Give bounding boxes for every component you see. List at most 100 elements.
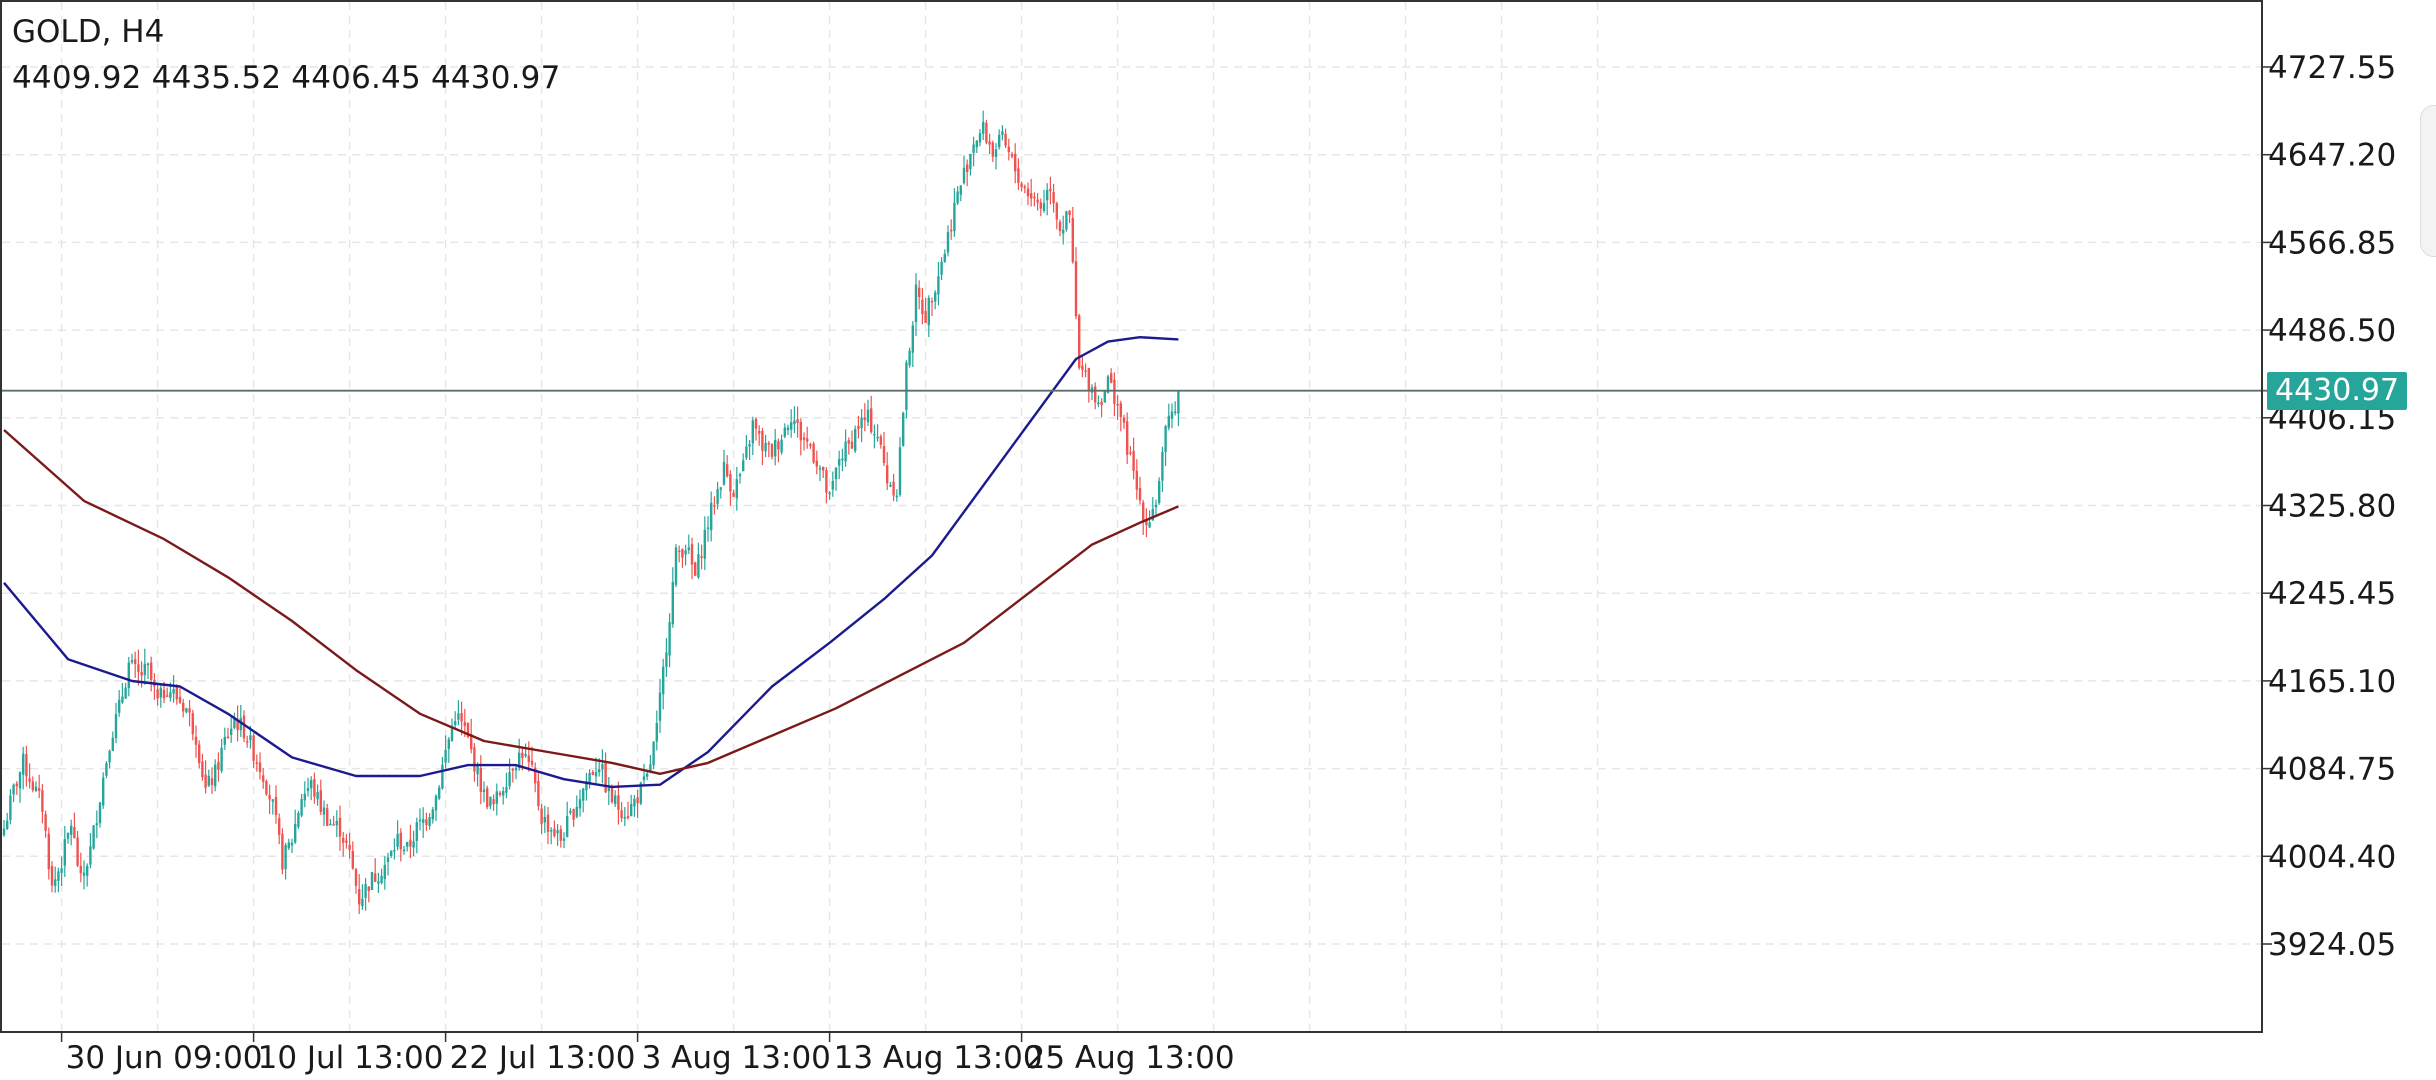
candle (41, 784, 44, 824)
candle-body (975, 140, 978, 148)
candle-body (530, 760, 534, 765)
candle-body (706, 527, 710, 529)
candle-body (668, 622, 671, 656)
candle-body (313, 779, 316, 797)
x-tick-label: 22 Jul 13:00 (450, 1040, 636, 1076)
candle (188, 699, 191, 727)
candle-body (82, 872, 86, 876)
candle-body (991, 142, 994, 157)
candle (1039, 198, 1042, 217)
candle-body (367, 886, 370, 891)
candle-body (972, 144, 975, 153)
candle-body (220, 747, 223, 772)
candle-body (182, 702, 185, 712)
candle-body (63, 839, 66, 866)
candle-body (422, 819, 425, 823)
candle-body (671, 581, 674, 625)
candle (1014, 143, 1017, 184)
candle (761, 427, 764, 466)
candle-body (124, 687, 127, 699)
candle-body (18, 772, 22, 789)
candle (854, 425, 857, 453)
candle-body (1071, 217, 1074, 262)
candle (351, 841, 354, 870)
candle (1052, 183, 1055, 213)
candle (274, 785, 278, 824)
candle-body (1087, 368, 1090, 391)
candle (1042, 189, 1046, 213)
candle-body (188, 708, 191, 713)
candle (326, 803, 329, 826)
candle-body (799, 421, 802, 441)
candle-body (953, 202, 956, 232)
candle-body (406, 841, 409, 847)
candle-body (1062, 229, 1065, 234)
candle (652, 741, 655, 770)
candle-body (290, 842, 294, 846)
candle-body (447, 739, 450, 750)
candle-body (1007, 146, 1010, 152)
candle-body (598, 769, 601, 773)
candle-body (815, 460, 818, 467)
candle-body (882, 445, 886, 464)
candle-body (300, 798, 303, 816)
side-panel-handle[interactable] (2420, 105, 2436, 257)
candle (6, 812, 9, 831)
candle-body (44, 814, 47, 831)
candle (390, 850, 393, 858)
candle (1068, 210, 1071, 224)
candle-body (25, 754, 28, 777)
candle (159, 685, 162, 708)
candle-body (569, 810, 572, 813)
candle-body (121, 696, 124, 703)
candle-body (521, 752, 524, 759)
candle-body (969, 153, 972, 170)
candle-body (1084, 370, 1087, 372)
candle-body (486, 788, 489, 808)
candle-body (684, 550, 687, 555)
candle-body (505, 787, 508, 793)
candle-body (95, 823, 98, 826)
candle (348, 832, 351, 859)
candle-body (678, 550, 681, 553)
candle (566, 801, 569, 838)
candle-body (582, 788, 585, 801)
candle (806, 426, 809, 449)
candle (466, 722, 470, 739)
candle-body (434, 795, 438, 811)
candle-body (54, 879, 57, 886)
candle-body (498, 792, 502, 795)
candle (726, 455, 729, 478)
candle-body (540, 808, 543, 825)
candle (15, 781, 18, 795)
candle (588, 769, 591, 789)
candle-body (847, 440, 850, 444)
candle (982, 110, 985, 141)
candle-body (780, 439, 783, 453)
candle (1142, 499, 1145, 535)
candle (764, 434, 767, 458)
candle-body (1074, 261, 1078, 317)
y-tick-label: 4486.50 (2268, 313, 2396, 349)
candle (313, 772, 316, 804)
candle (921, 288, 924, 325)
candle-body (326, 808, 329, 826)
candle (502, 786, 505, 805)
candle-body (1004, 133, 1007, 146)
candle-body (559, 829, 562, 841)
candle-body (1174, 411, 1177, 414)
candle-body (665, 652, 668, 667)
candle (684, 544, 687, 566)
candle (268, 784, 271, 815)
candle-body (886, 465, 889, 484)
candle-body (402, 849, 406, 852)
candle (220, 738, 223, 774)
candle-body (1026, 188, 1030, 197)
candle-body (777, 441, 780, 450)
candle-body (623, 817, 626, 819)
candle-body (98, 802, 102, 824)
price-axis[interactable]: 4727.554647.204566.854486.504406.154325.… (2262, 50, 2396, 963)
candle (1167, 403, 1170, 431)
